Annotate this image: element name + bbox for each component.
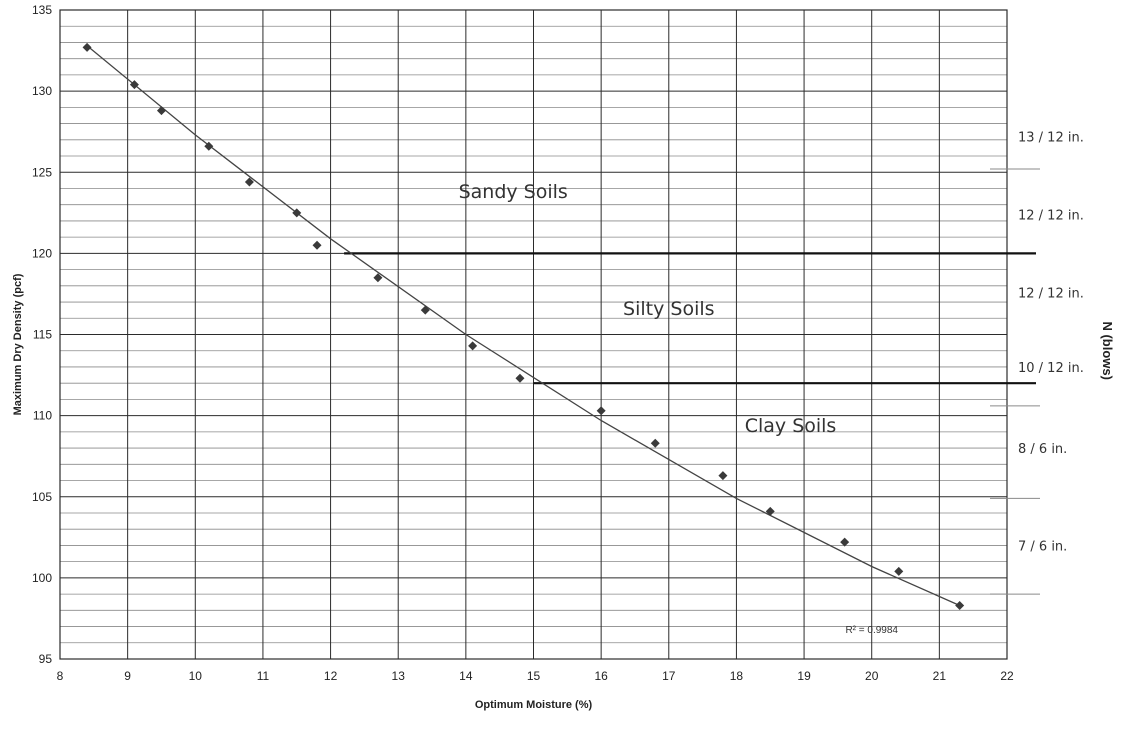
soil-region-label: Silty Soils <box>623 298 715 320</box>
right-axis-title: N (blows) <box>1100 321 1115 380</box>
data-point <box>596 406 606 416</box>
x-tick-label: 13 <box>392 669 406 683</box>
x-tick-label: 22 <box>1000 669 1014 683</box>
y-tick-label: 115 <box>33 328 52 342</box>
major-gridlines <box>59 9 1008 660</box>
x-tick-label: 16 <box>594 669 608 683</box>
x-axis-title: Optimum Moisture (%) <box>475 699 593 711</box>
soil-boundary-lines <box>344 252 1036 385</box>
plot-frame <box>59 9 1008 660</box>
soil-region-label: Sandy Soils <box>459 181 568 203</box>
blow-count-label: 12 / 12 in. <box>1018 208 1084 223</box>
blow-count-label: 13 / 12 in. <box>1018 131 1084 146</box>
y-tick-label: 125 <box>32 165 52 179</box>
data-point <box>718 471 728 481</box>
x-tick-label: 20 <box>865 669 879 683</box>
x-tick-label: 10 <box>189 669 203 683</box>
data-point <box>515 373 525 383</box>
data-point <box>955 600 965 610</box>
data-point <box>204 141 214 151</box>
data-point <box>420 305 430 315</box>
x-axis-ticks: 8 9 10 11 12 13 14 15 16 17 18 19 20 21 22 <box>57 669 1014 683</box>
y-tick-label: 130 <box>32 84 52 98</box>
x-tick-label: 9 <box>124 669 131 683</box>
x-tick-label: 15 <box>527 669 541 683</box>
blow-count-label: 10 / 12 in. <box>1018 361 1084 376</box>
blow-count-label: 7 / 6 in. <box>1018 539 1067 554</box>
y-tick-label: 95 <box>39 652 53 666</box>
blow-count-band-lines <box>990 168 1040 595</box>
data-markers <box>82 42 965 610</box>
x-tick-label: 19 <box>797 669 811 683</box>
data-point <box>765 506 775 516</box>
x-tick-label: 8 <box>57 669 64 683</box>
data-point <box>244 177 254 187</box>
blow-count-labels: 13 / 12 in. 12 / 12 in. 12 / 12 in. 10 / 12… <box>1018 131 1084 555</box>
y-tick-label: 110 <box>33 409 52 423</box>
y-tick-label: 120 <box>32 246 52 260</box>
x-tick-label: 18 <box>730 669 744 683</box>
data-point <box>468 341 478 351</box>
y-axis-ticks: 95 100 105 110 115 120 125 130 135 <box>32 3 52 666</box>
soil-region-label: Clay Soils <box>745 415 837 437</box>
data-point <box>156 106 166 116</box>
soil-region-labels: Sandy Soils Silty Soils Clay Soils <box>459 181 837 437</box>
data-point <box>129 80 139 90</box>
y-axis-title: Maximum Dry Density (pcf) <box>12 273 24 415</box>
data-point <box>373 273 383 283</box>
x-tick-label: 17 <box>662 669 676 683</box>
x-tick-label: 11 <box>257 669 270 683</box>
data-point <box>840 537 850 547</box>
data-point <box>312 240 322 250</box>
x-tick-label: 14 <box>459 669 473 683</box>
x-tick-label: 21 <box>933 669 947 683</box>
data-point <box>894 566 904 576</box>
y-tick-label: 105 <box>32 490 52 504</box>
data-point <box>82 42 92 52</box>
data-point <box>292 208 302 218</box>
y-tick-label: 135 <box>32 3 52 17</box>
blow-count-label: 12 / 12 in. <box>1018 286 1084 301</box>
y-tick-label: 100 <box>32 571 52 585</box>
data-point <box>650 438 660 448</box>
trendline <box>86 45 960 607</box>
x-tick-label: 12 <box>324 669 338 683</box>
blow-count-label: 8 / 6 in. <box>1018 442 1067 457</box>
r-squared-label: R² = 0.9984 <box>845 625 898 636</box>
